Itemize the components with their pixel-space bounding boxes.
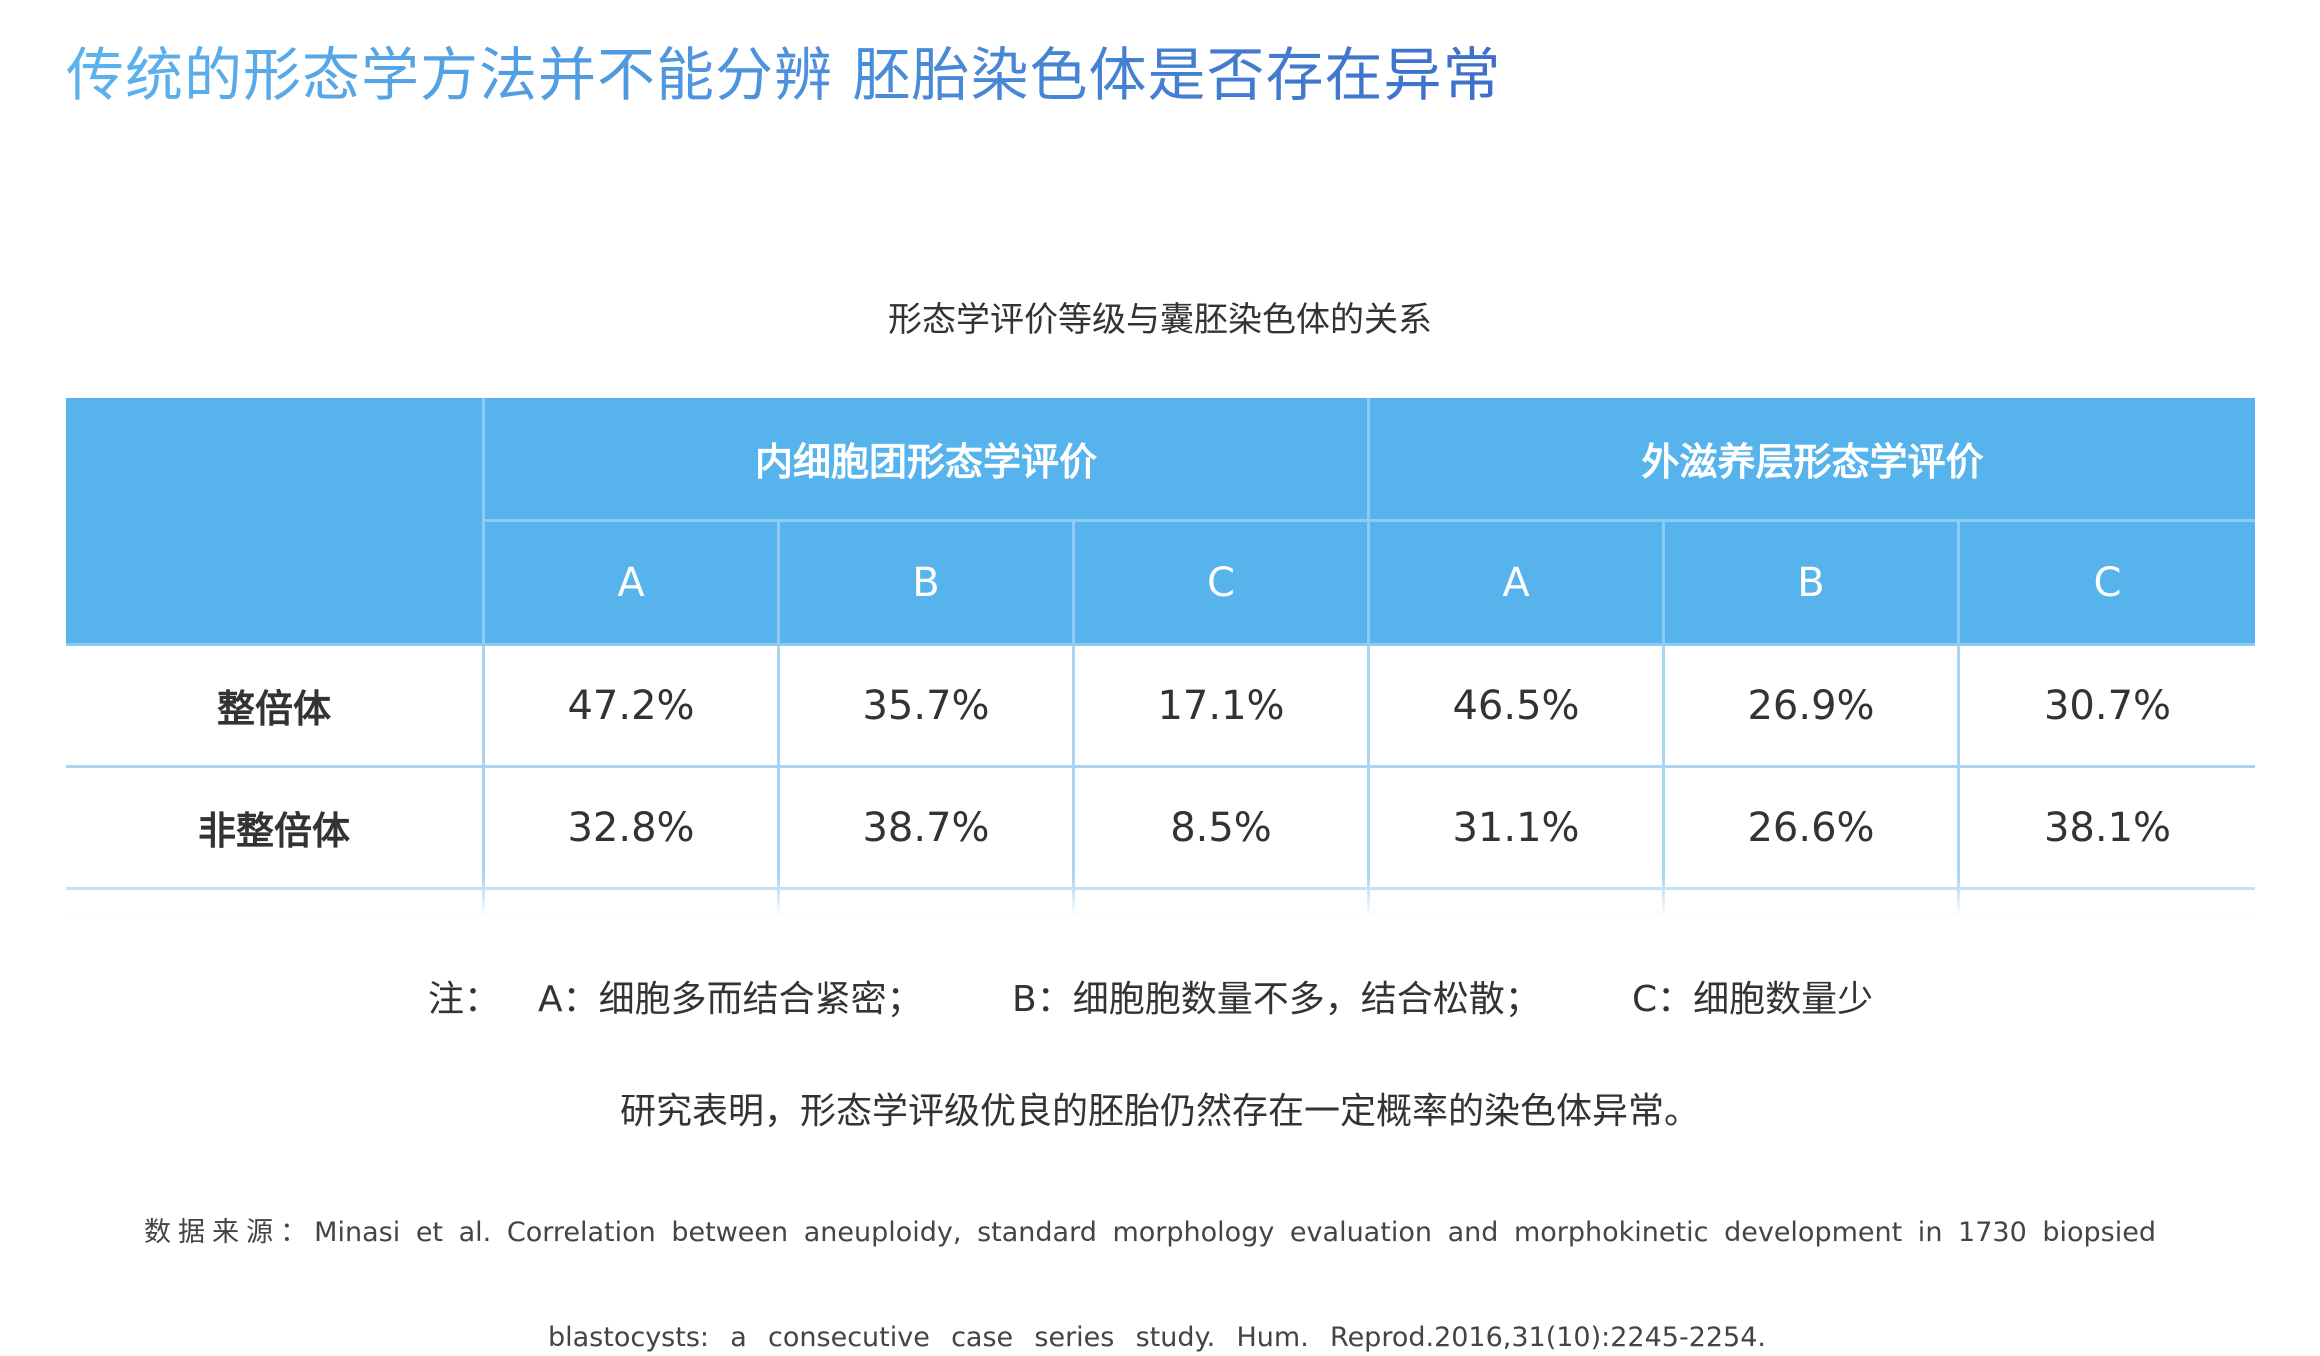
summary-text: 研究表明，形态学评级优良的胚胎仍然存在一定概率的染色体异常。 (619, 1091, 1700, 1132)
table-cell-cutoff (1370, 890, 1665, 916)
source-citation-line2: blastocysts: a consecutive case series s… (548, 1322, 1766, 1353)
table-cell: 30.7% (1960, 646, 2255, 768)
table-cell-cutoff (485, 890, 780, 916)
table-corner-cell (66, 398, 485, 646)
group-header-trophectoderm: 外滋养层形态学评价 (1370, 398, 2255, 522)
table-cell: 31.1% (1370, 768, 1665, 890)
table-cell: 35.7% (780, 646, 1075, 768)
column-header: B (780, 522, 1075, 646)
table-cell-cutoff (1960, 890, 2255, 916)
table-cell: 26.9% (1665, 646, 1960, 768)
table-cell: 17.1% (1075, 646, 1370, 768)
source-citation-line1: 数据来源：Minasi et al. Correlation between a… (144, 1217, 2156, 1248)
table-cell: 26.6% (1665, 768, 1960, 890)
table-caption: 形态学评价等级与囊胚染色体的关系 (888, 300, 1432, 340)
column-header: A (1370, 522, 1665, 646)
table-cell: 38.1% (1960, 768, 2255, 890)
page-heading: 传统的形态学方法并不能分辨 胚胎染色体是否存在异常 (66, 28, 1501, 112)
table-cell: 46.5% (1370, 646, 1665, 768)
table-cell-cutoff (1075, 890, 1370, 916)
column-header: B (1665, 522, 1960, 646)
column-header: A (485, 522, 780, 646)
table-cell-cutoff (66, 890, 485, 916)
note-grade-a: A：细胞多而结合紧密； (538, 979, 923, 1020)
column-header: C (1075, 522, 1370, 646)
table-cell: 47.2% (485, 646, 780, 768)
grade-legend-note: 注： A：细胞多而结合紧密； B：细胞胞数量不多，结合松散； C：细胞数量少 (0, 970, 2320, 1020)
group-header-inner-cell-mass: 内细胞团形态学评价 (485, 398, 1370, 522)
row-header-aneuploid: 非整倍体 (66, 768, 485, 890)
comparison-table: 内细胞团形态学评价 外滋养层形态学评价 A B C A B C 整倍体 47.2… (66, 398, 2260, 916)
table-cell: 38.7% (780, 768, 1075, 890)
row-header-euploid: 整倍体 (66, 646, 485, 768)
table-cell-cutoff (780, 890, 1075, 916)
note-grade-b: B：细胞胞数量不多，结合松散； (1012, 979, 1541, 1020)
note-prefix: 注： (428, 979, 501, 1020)
note-grade-c: C：细胞数量少 (1632, 979, 1874, 1020)
column-header: C (1960, 522, 2255, 646)
table-cell: 8.5% (1075, 768, 1370, 890)
table-cell: 32.8% (485, 768, 780, 890)
table-cell-cutoff (1665, 890, 1960, 916)
